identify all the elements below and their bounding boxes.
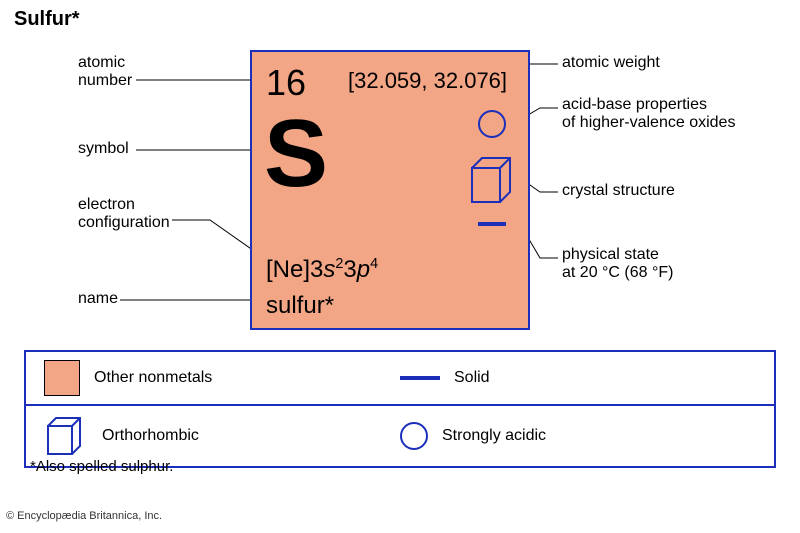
copyright: © Encyclopædia Britannica, Inc. — [6, 510, 162, 522]
label-electron-config: electron configuration — [78, 196, 170, 232]
label-atomic-weight: atomic weight — [562, 54, 660, 72]
line-icon — [400, 376, 440, 380]
label-state: physical state at 20 °C (68 °F) — [562, 246, 674, 282]
atomic-number: 16 — [266, 62, 306, 104]
label-acid-base: acid-base properties of higher-valence o… — [562, 96, 735, 132]
label-crystal: crystal structure — [562, 182, 675, 200]
page-title: Sulfur* — [14, 8, 80, 31]
element-tile: 16 [32.059, 32.076] S [Ne]3s23p4 sulfur* — [250, 50, 530, 330]
legend-text: Solid — [454, 369, 490, 387]
atomic-weight: [32.059, 32.076] — [348, 68, 507, 94]
legend-row: Other nonmetals Solid — [26, 352, 774, 406]
legend-item: Other nonmetals — [44, 360, 400, 396]
circle-icon — [400, 422, 428, 450]
legend-text: Other nonmetals — [94, 369, 212, 387]
legend-box: Other nonmetals Solid Orthorhombic Stron… — [24, 350, 776, 468]
footnote: *Also spelled sulphur. — [30, 458, 173, 475]
cube-icon — [44, 414, 88, 458]
swatch-icon — [44, 360, 80, 396]
legend-text: Strongly acidic — [442, 427, 546, 445]
label-atomic-number: atomic number — [78, 54, 132, 90]
label-symbol: symbol — [78, 140, 129, 158]
legend-text: Orthorhombic — [102, 427, 199, 445]
legend-item: Solid — [400, 369, 756, 387]
element-symbol: S — [264, 106, 328, 202]
label-name: name — [78, 290, 118, 308]
cube-icon — [468, 154, 512, 206]
circle-icon — [478, 110, 506, 138]
element-name: sulfur* — [266, 292, 334, 320]
legend-item: Orthorhombic — [44, 414, 400, 458]
electron-configuration: [Ne]3s23p4 — [266, 256, 378, 284]
legend-item: Strongly acidic — [400, 422, 756, 450]
state-line-icon — [478, 222, 506, 226]
legend-row: Orthorhombic Strongly acidic — [26, 406, 774, 466]
